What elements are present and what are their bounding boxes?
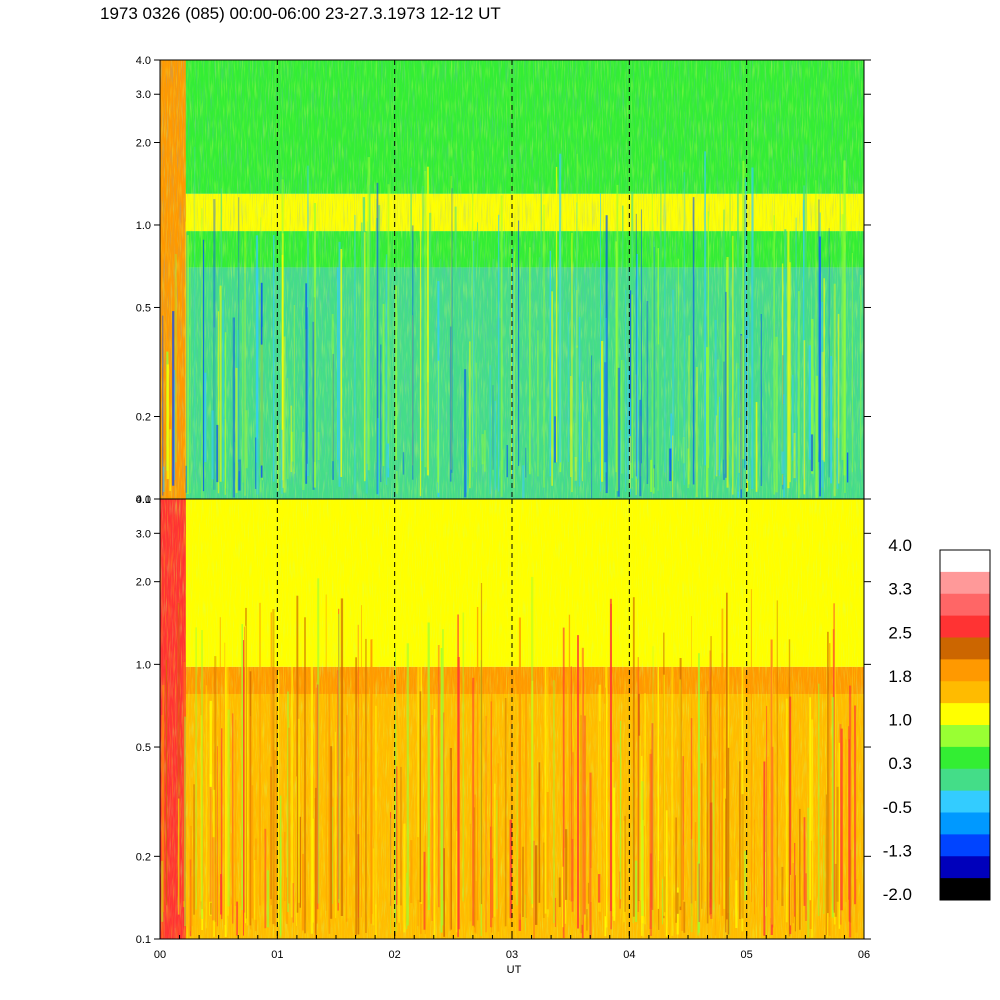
colorbar-label: 3.3 (888, 580, 912, 599)
colorbar-swatch (940, 878, 990, 901)
colorbar-label: -1.3 (883, 841, 912, 860)
y-tick-label: 0.5 (136, 742, 151, 754)
colorbar-swatch (940, 571, 990, 595)
y-tick-label: 1.0 (136, 220, 151, 232)
colorbar-label: 0.3 (888, 754, 912, 773)
x-tick-label: 06 (858, 949, 870, 961)
y-tick-label: 0.5 (136, 302, 151, 314)
x-tick-label: 03 (506, 949, 518, 961)
colorbar-frame (939, 549, 991, 901)
colorbar-swatch (940, 790, 990, 814)
colorbar-swatch (940, 681, 990, 704)
colorbar-swatch (940, 812, 990, 835)
chart-title: 1973 0326 (085) 00:00-06:00 23-27.3.1973… (100, 4, 501, 23)
colorbar-label: 1.0 (888, 711, 912, 730)
colorbar-swatch (940, 550, 990, 573)
x-tick-label: 04 (623, 949, 635, 961)
colorbar-swatch (940, 659, 990, 682)
y-tick-label: 2.0 (136, 137, 151, 149)
x-tick-label: 02 (389, 949, 401, 961)
y-tick-label: 0.2 (136, 851, 151, 863)
colorbar-swatch (940, 834, 990, 857)
y-tick-label: 0.2 (136, 412, 151, 424)
y-tick-label: 0.1 (136, 494, 151, 506)
x-tick-label: 05 (741, 949, 753, 961)
x-tick-label: 00 (154, 949, 166, 961)
y-tick-label: 4.0 (136, 55, 151, 67)
colorbar-swatch (940, 746, 990, 770)
y-tick-label: 2.0 (136, 577, 151, 589)
colorbar: 4.0 3.3 2.5 1.8 1.0 0.3 -0.5 -1.3 -2.0 (883, 536, 991, 904)
colorbar-label: 4.0 (888, 536, 912, 555)
colorbar-label: 2.5 (888, 623, 912, 642)
y-tick-label: 0.1 (136, 934, 151, 946)
y-tick-label: 1.0 (136, 659, 151, 671)
y-tick-label: 3.0 (136, 528, 151, 540)
colorbar-swatch (940, 615, 990, 639)
y-tick-label: 3.0 (136, 89, 151, 101)
colorbar-swatch (940, 593, 990, 617)
colorbar-label: -0.5 (883, 798, 912, 817)
colorbar-swatch (940, 637, 990, 660)
colorbar-swatch (940, 725, 990, 748)
colorbar-swatch (940, 768, 990, 792)
y-tick-label: 4.0 (136, 494, 151, 506)
spectrogram-panel-top: 4.0 3.0 2.0 1.0 0.5 0.2 0.1 (136, 55, 871, 506)
colorbar-swatch (940, 856, 990, 879)
colorbar-label: 1.8 (888, 667, 912, 686)
colorbar-label: -2.0 (883, 885, 912, 904)
x-tick-label: 01 (271, 949, 283, 961)
colorbar-swatch (940, 703, 990, 726)
x-axis-title: UT (507, 964, 522, 976)
